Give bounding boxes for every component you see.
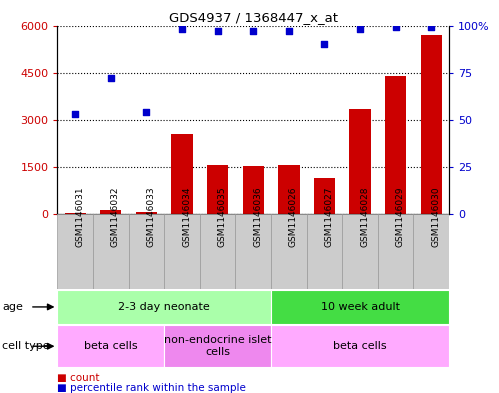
Bar bbox=[64, 213, 86, 214]
Text: age: age bbox=[2, 302, 23, 312]
Text: non-endocrine islet
cells: non-endocrine islet cells bbox=[164, 336, 271, 357]
Point bbox=[392, 24, 400, 31]
Bar bbox=[243, 166, 264, 214]
Point bbox=[285, 28, 293, 34]
Bar bbox=[385, 76, 406, 214]
Bar bbox=[57, 214, 93, 289]
Text: GSM1146027: GSM1146027 bbox=[324, 186, 333, 247]
Bar bbox=[349, 109, 371, 214]
Bar bbox=[129, 214, 164, 289]
Text: GSM1146035: GSM1146035 bbox=[218, 186, 227, 247]
Bar bbox=[57, 290, 271, 324]
Bar bbox=[314, 178, 335, 214]
Text: cell type: cell type bbox=[2, 341, 50, 351]
Text: GSM1146031: GSM1146031 bbox=[75, 186, 84, 247]
Bar bbox=[271, 290, 449, 324]
Bar bbox=[100, 210, 121, 214]
Text: GSM1146029: GSM1146029 bbox=[396, 186, 405, 247]
Point bbox=[214, 28, 222, 34]
Point bbox=[71, 111, 79, 118]
Bar bbox=[271, 214, 307, 289]
Bar bbox=[136, 212, 157, 214]
Point bbox=[250, 28, 257, 34]
Text: ■ percentile rank within the sample: ■ percentile rank within the sample bbox=[57, 383, 247, 393]
Point bbox=[320, 41, 328, 48]
Bar bbox=[414, 214, 449, 289]
Bar bbox=[57, 325, 164, 367]
Text: GSM1146033: GSM1146033 bbox=[146, 186, 155, 247]
Bar bbox=[164, 214, 200, 289]
Title: GDS4937 / 1368447_x_at: GDS4937 / 1368447_x_at bbox=[169, 11, 338, 24]
Text: 10 week adult: 10 week adult bbox=[320, 302, 400, 312]
Bar bbox=[278, 165, 299, 214]
Bar bbox=[421, 35, 442, 214]
Bar bbox=[307, 214, 342, 289]
Text: beta cells: beta cells bbox=[84, 341, 138, 351]
Bar bbox=[171, 134, 193, 214]
Text: GSM1146030: GSM1146030 bbox=[431, 186, 440, 247]
Point bbox=[142, 109, 150, 116]
Text: GSM1146026: GSM1146026 bbox=[289, 186, 298, 247]
Bar bbox=[207, 165, 229, 214]
Bar bbox=[200, 214, 236, 289]
Point bbox=[178, 26, 186, 33]
Point bbox=[107, 75, 115, 81]
Text: GSM1146028: GSM1146028 bbox=[360, 186, 369, 247]
Bar bbox=[271, 325, 449, 367]
Point bbox=[356, 26, 364, 33]
Bar bbox=[342, 214, 378, 289]
Bar bbox=[236, 214, 271, 289]
Bar bbox=[164, 325, 271, 367]
Text: GSM1146032: GSM1146032 bbox=[111, 186, 120, 247]
Bar bbox=[93, 214, 129, 289]
Point bbox=[427, 24, 435, 31]
Text: beta cells: beta cells bbox=[333, 341, 387, 351]
Bar bbox=[378, 214, 414, 289]
Text: GSM1146036: GSM1146036 bbox=[253, 186, 262, 247]
Text: 2-3 day neonate: 2-3 day neonate bbox=[118, 302, 210, 312]
Text: GSM1146034: GSM1146034 bbox=[182, 186, 191, 247]
Text: ■ count: ■ count bbox=[57, 373, 100, 383]
